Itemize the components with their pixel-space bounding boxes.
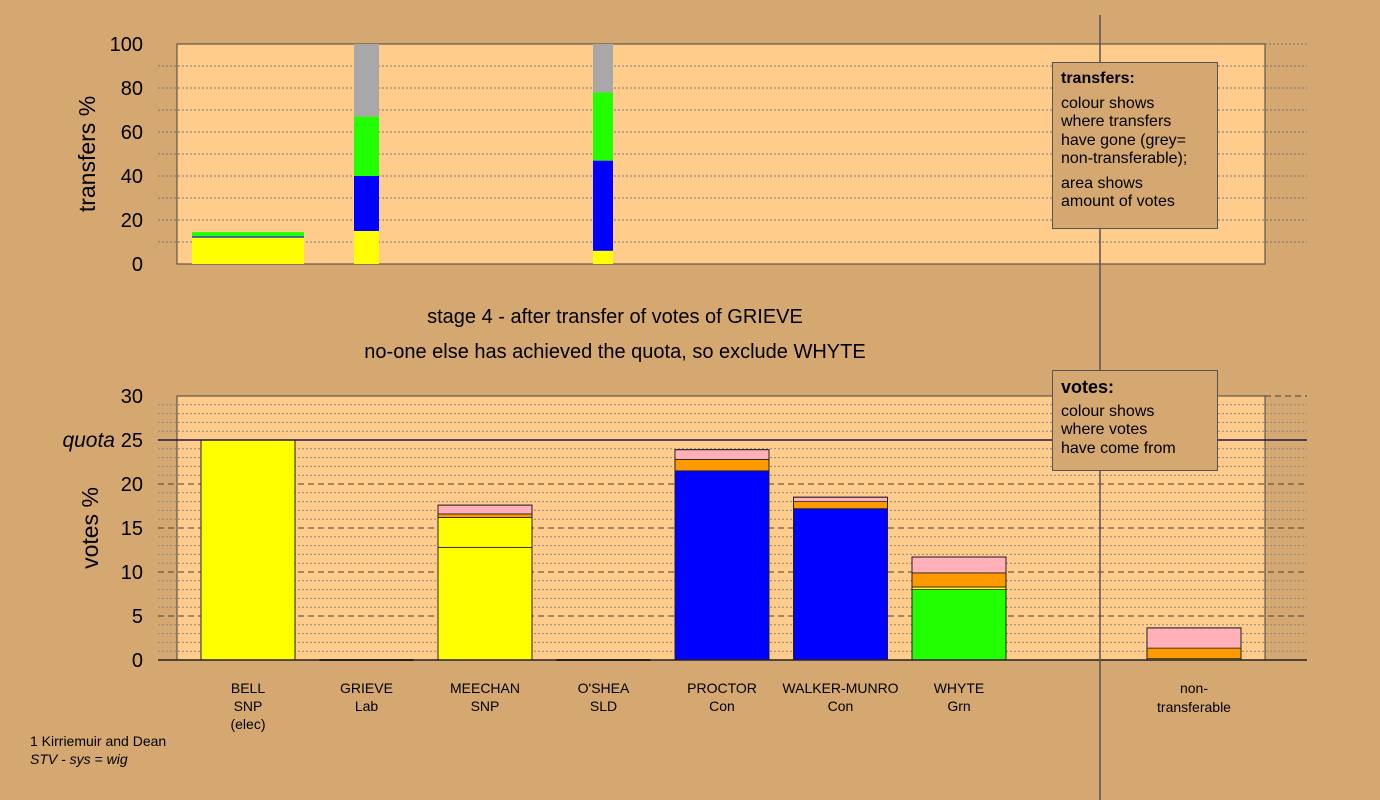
candidate-name-label: WHYTE <box>934 680 985 696</box>
candidate-party-label: Con <box>709 698 735 714</box>
candidate-name-label: MEECHAN <box>450 680 520 696</box>
vote-bar-segment <box>911 589 1007 661</box>
transfers-y-tick-label: 20 <box>121 210 143 232</box>
vote-bar-segment <box>793 508 888 661</box>
vote-bar-segment <box>911 556 1007 574</box>
vote-bar-segment <box>437 546 533 661</box>
vote-bar-segment <box>793 501 888 510</box>
votes-y-tick-label: 5 <box>132 606 143 628</box>
footnote-system: STV - sys = wig <box>30 751 128 767</box>
candidate-name-label: WALKER-MUNRO <box>782 680 898 696</box>
transfer-bar-segment <box>354 44 379 117</box>
transfers-y-tick-label: 100 <box>110 34 143 56</box>
candidate-name-label: BELL <box>231 680 265 696</box>
votes-y-tick-label: 25 <box>121 430 143 452</box>
votes-y-tick-label: 30 <box>121 386 143 408</box>
transfers-y-tick-label: 60 <box>121 122 143 144</box>
vote-bar-segment <box>674 470 770 661</box>
candidate-party-label: SNP <box>471 698 500 714</box>
transfers-y-tick-label: 0 <box>132 254 143 276</box>
transfers-y-tick-label: 80 <box>121 78 143 100</box>
votes-legend-line: colour shows <box>1061 402 1155 420</box>
non-transferable-segment <box>1146 627 1242 649</box>
transfers-y-axis-label: transfers % <box>74 96 100 212</box>
votes-y-axis-label: votes % <box>77 487 103 569</box>
transfers-legend-line: where transfers <box>1061 113 1172 130</box>
candidate-party-label: Lab <box>355 698 379 714</box>
transfers-legend-line: have gone (grey= <box>1061 131 1186 149</box>
candidate-note-label: (elec) <box>230 716 265 732</box>
transfer-bar-segment <box>593 92 613 161</box>
transfer-bar-segment <box>192 237 304 264</box>
transfers-legend: transfers: colour shows where transfers … <box>1052 62 1218 229</box>
transfer-bar-segment <box>192 232 304 237</box>
vote-bar-segment <box>793 496 888 503</box>
transfer-bar-segment <box>354 231 379 264</box>
vote-bar-segment <box>911 572 1007 588</box>
candidate-party-label: Grn <box>947 698 970 714</box>
vote-bar-segment <box>437 513 533 518</box>
transfers-legend-line: area shows <box>1061 174 1143 192</box>
votes-y-tick-label: 20 <box>121 474 143 496</box>
footnote-ward: 1 Kirriemuir and Dean <box>30 733 167 749</box>
votes-y-tick-label: 15 <box>121 518 143 540</box>
votes-legend-line: have come from <box>1061 439 1176 457</box>
candidate-name-label: O'SHEA <box>578 680 630 696</box>
transfers-legend-line: non-transferable); <box>1061 150 1188 167</box>
transfers-legend-line: colour shows <box>1061 94 1155 112</box>
votes-legend-title: votes: <box>1061 377 1115 397</box>
vote-bar-segment <box>200 439 296 661</box>
candidate-party-label: SNP <box>234 698 263 714</box>
votes-y-tick-label: 0 <box>132 650 143 672</box>
vote-bar-segment <box>437 517 533 548</box>
non-transferable-segment <box>1146 647 1242 660</box>
stage-title: stage 4 - after transfer of votes of GRI… <box>427 306 803 328</box>
stage-subtitle: no-one else has achieved the quota, so e… <box>364 341 865 363</box>
vote-bar-segment <box>674 458 770 472</box>
transfers-y-tick-label: 40 <box>121 166 143 188</box>
transfer-bar-segment <box>354 176 379 231</box>
candidate-party-label: SLD <box>590 698 617 714</box>
transfer-bar-segment <box>192 236 304 238</box>
transfer-bar-segment <box>593 250 613 264</box>
transfer-bar-segment <box>593 160 613 251</box>
non-transferable-label: transferable <box>1157 699 1231 715</box>
non-transferable-label: non- <box>1180 680 1208 696</box>
transfers-legend-line: amount of votes <box>1061 193 1175 210</box>
votes-y-tick-label: 10 <box>121 562 143 584</box>
candidate-name-label: PROCTOR <box>687 680 757 696</box>
quota-label: quota <box>62 429 115 452</box>
transfer-bar-segment <box>593 44 613 93</box>
transfer-bar-segment <box>354 116 379 176</box>
candidate-name-label: GRIEVE <box>340 680 393 696</box>
votes-legend: votes: colour shows where votes have com… <box>1052 370 1218 471</box>
transfers-legend-title: transfers: <box>1061 70 1135 87</box>
vote-bar-segment <box>674 449 770 460</box>
candidate-party-label: Con <box>828 698 854 714</box>
votes-legend-line: where votes <box>1061 421 1148 438</box>
vote-bar-segment <box>437 504 533 515</box>
